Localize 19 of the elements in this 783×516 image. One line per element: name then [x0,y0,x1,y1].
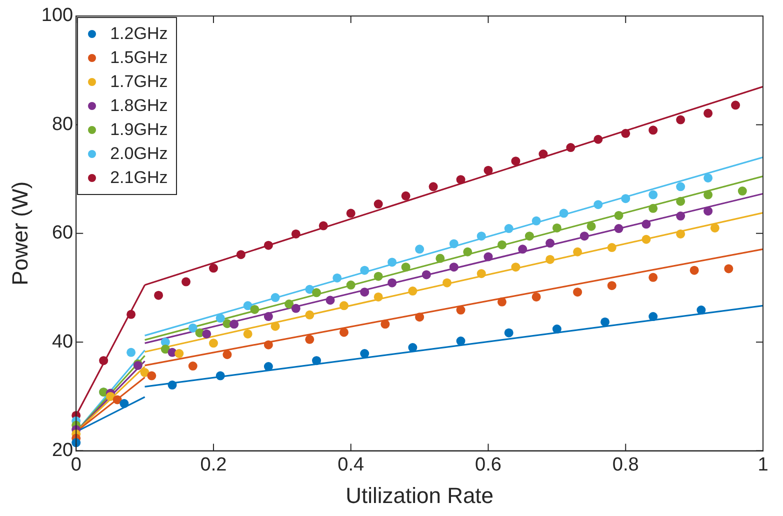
legend-label: 2.1GHz [110,168,168,188]
legend-label: 1.7GHz [110,72,168,92]
x-axis-title: Utilization Rate [346,482,494,508]
legend-label: 1.5GHz [110,48,168,68]
y-axis-title: Power (W) [7,181,32,286]
y-tick-label: 80 [52,114,74,135]
y-tick-label: 40 [52,331,74,352]
x-tick-label: 0.2 [200,454,227,476]
legend-label: 1.2GHz [110,24,168,44]
legend-label: 2.0GHz [110,144,168,164]
x-tick-label: 1 [758,454,768,476]
x-tick-label: 0 [70,454,82,476]
legend-label: 1.8GHz [110,96,168,116]
x-tick-label: 0.8 [612,454,639,476]
x-tick-label: 0.6 [475,454,502,476]
y-tick-label: 60 [52,222,74,244]
x-tick-label: 0.4 [338,454,364,476]
y-tick-label: 100 [41,5,74,26]
legend-label: 1.9GHz [110,120,168,140]
